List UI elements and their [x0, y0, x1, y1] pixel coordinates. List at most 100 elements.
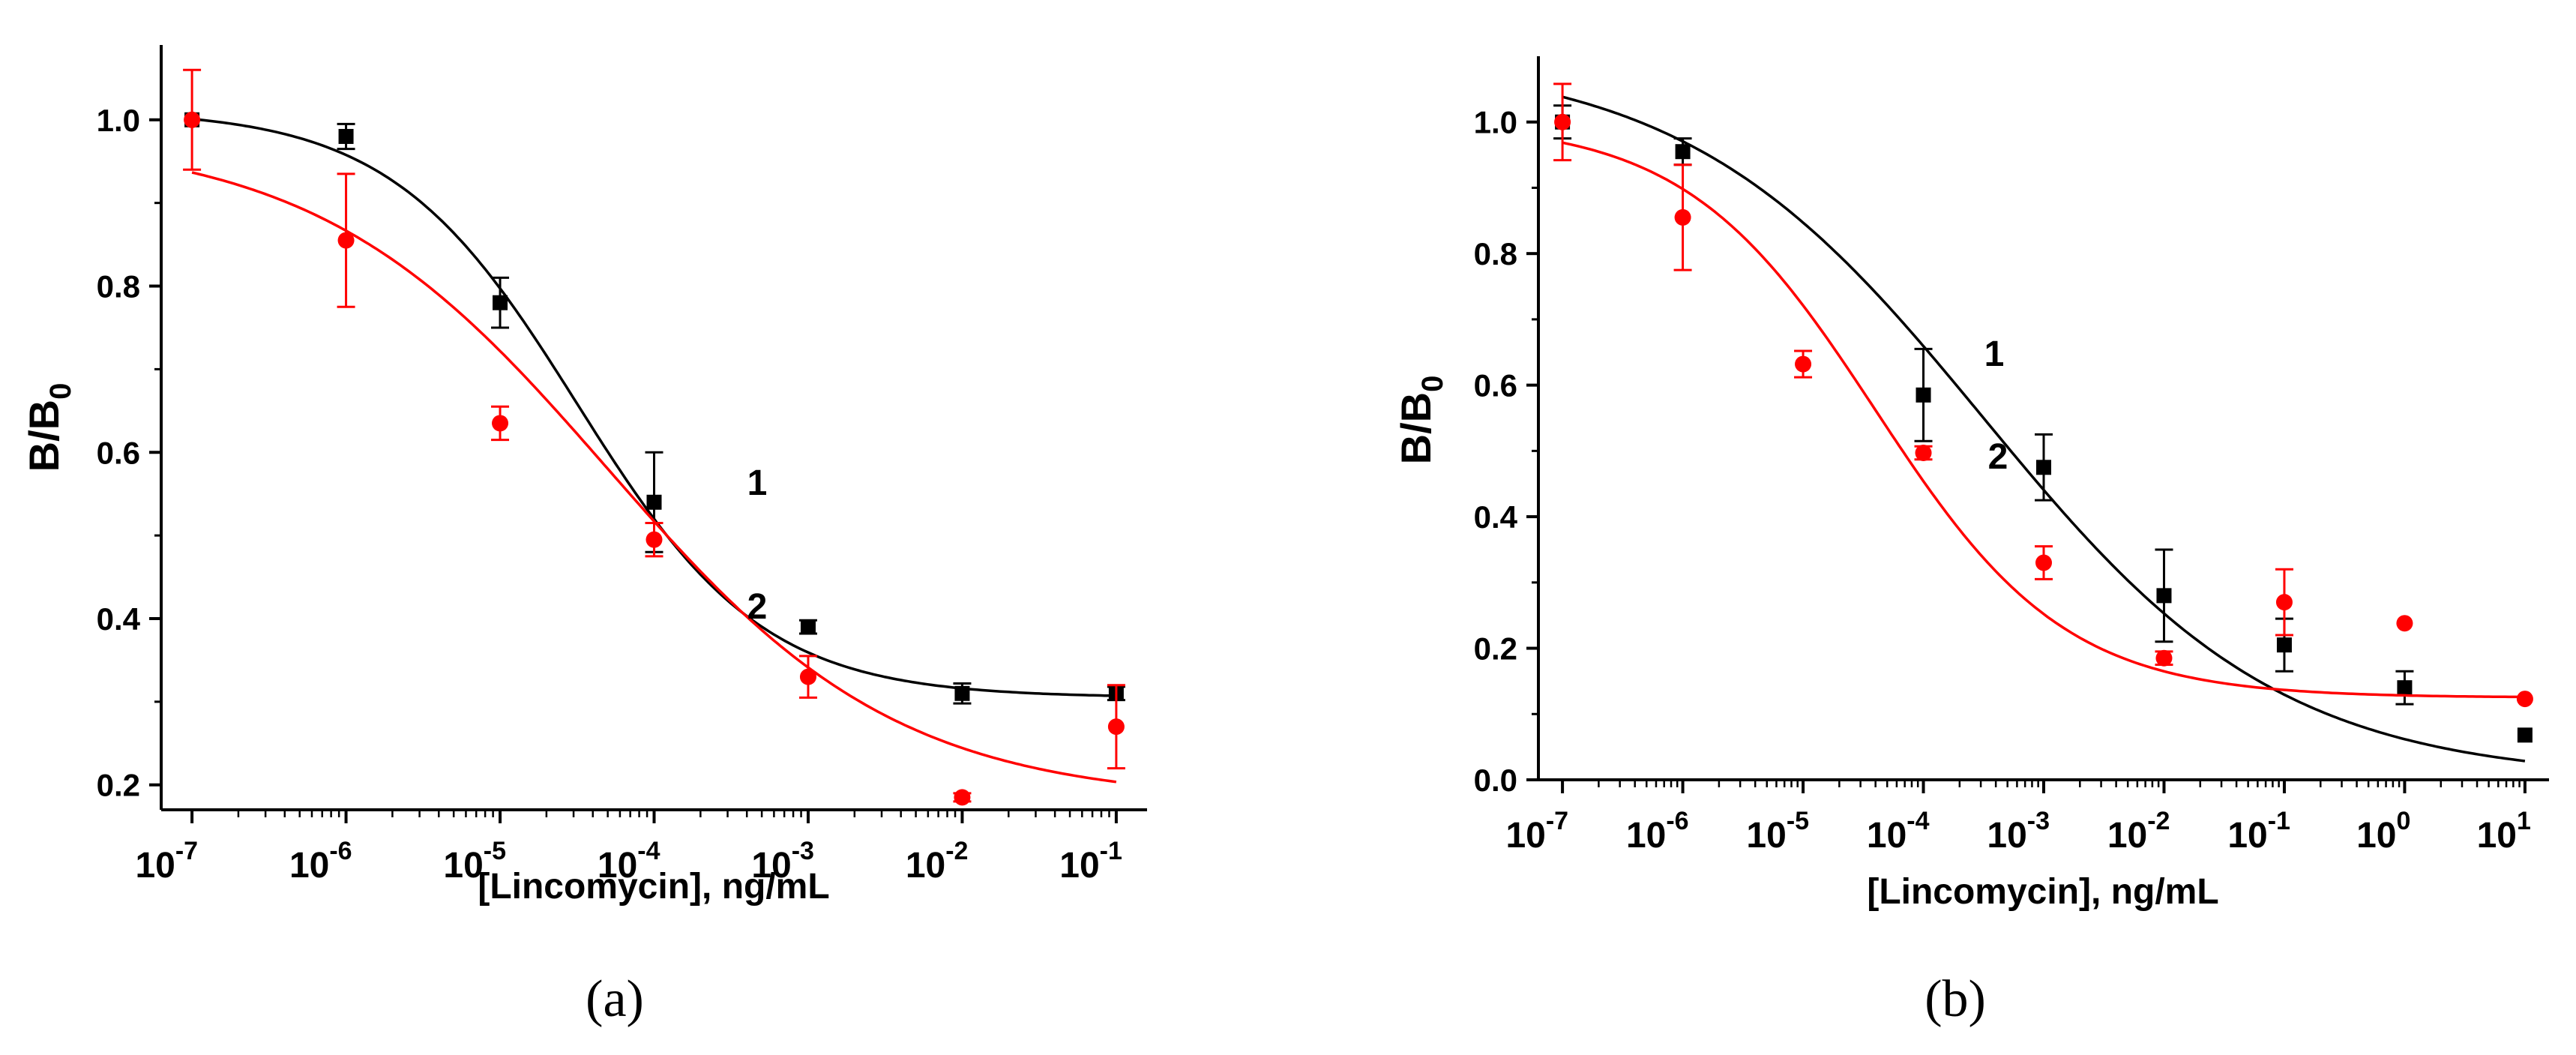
- x-tick-exponent: -5: [484, 837, 506, 865]
- x-tick-exponent: -2: [2147, 807, 2170, 835]
- data-point-square: [2397, 680, 2413, 696]
- data-point-circle: [1915, 444, 1932, 461]
- x-tick-exponent: -3: [792, 837, 814, 865]
- data-point-square: [1916, 387, 1931, 403]
- data-point-square: [954, 685, 970, 701]
- x-tick-label: 10-1: [1059, 837, 1122, 886]
- data-point-circle: [337, 232, 355, 249]
- y-tick-label: 1.0: [97, 103, 140, 138]
- y-tick-label: 0.2: [97, 768, 140, 803]
- x-tick-label: 10-4: [598, 837, 660, 886]
- x-tick-base: 10: [1505, 816, 1545, 856]
- panel-a: 0.20.40.60.81.010-7 10-6 10-5 10-4 10-3 10-2 1…: [20, 45, 1147, 907]
- series-1: [1553, 95, 2533, 763]
- data-point-circle: [645, 531, 663, 548]
- data-point-square: [2036, 460, 2051, 475]
- x-tick-base: 10: [2477, 816, 2517, 856]
- x-tick-label: 10-1: [2227, 807, 2290, 856]
- x-tick-base: 10: [1867, 816, 1907, 856]
- y-tick-label: 0.6: [97, 435, 140, 470]
- y-tick-label: 0.8: [1474, 236, 1517, 271]
- curve-label-2: 2: [1988, 437, 2008, 477]
- x-tick-exponent: 1: [2517, 807, 2531, 835]
- y-tick-label: 0.6: [1474, 368, 1517, 403]
- x-tick-label: 10-4: [1867, 807, 1930, 856]
- data-point-circle: [2035, 554, 2052, 571]
- x-tick-label: 101: [2477, 807, 2531, 856]
- y-tick-label: 0.4: [97, 601, 141, 637]
- data-point-circle: [2396, 615, 2413, 632]
- data-point-square: [1675, 144, 1691, 160]
- data-point-square: [646, 494, 662, 510]
- x-tick-base: 10: [906, 846, 945, 886]
- data-point-circle: [492, 415, 509, 432]
- data-point-circle: [1795, 355, 1812, 373]
- data-point-square: [2517, 727, 2533, 743]
- y-tick-label: 0.0: [1474, 763, 1517, 798]
- x-tick-exponent: -6: [1666, 807, 1688, 835]
- data-point-circle: [1107, 718, 1125, 736]
- y-tick-label: 1.0: [1474, 105, 1517, 140]
- data-point-square: [2276, 637, 2292, 653]
- x-tick-label: 10-3: [1987, 807, 2050, 856]
- data-point-square: [2156, 588, 2172, 604]
- x-tick-label: 10-7: [135, 837, 198, 886]
- data-point-circle: [2275, 594, 2293, 611]
- y-axis-title: B/B0: [20, 383, 77, 472]
- series-2: [1553, 82, 2533, 708]
- x-tick-label: 100: [2356, 807, 2410, 856]
- data-point-square: [800, 619, 816, 635]
- x-tick-base: 10: [2107, 816, 2147, 856]
- x-tick-exponent: -7: [175, 837, 198, 865]
- y-axis-title-subscript: 0: [44, 383, 77, 400]
- x-axis-title: [Lincomycin], ng/mL: [1867, 872, 2218, 912]
- x-tick-base: 10: [443, 846, 483, 886]
- x-tick-label: 10-6: [1626, 807, 1689, 856]
- x-tick-label: 10-5: [443, 837, 506, 886]
- x-tick-base: 10: [135, 846, 175, 886]
- x-tick-exponent: -2: [945, 837, 968, 865]
- x-tick-base: 10: [1626, 816, 1666, 856]
- x-tick-exponent: -4: [637, 837, 660, 865]
- x-tick-label: 10-6: [289, 837, 352, 886]
- x-tick-exponent: -4: [1907, 807, 1929, 835]
- x-tick-exponent: 0: [2397, 807, 2411, 835]
- data-point-circle: [799, 668, 816, 685]
- y-axis-title-main: B/B: [1392, 392, 1439, 464]
- x-axis-title: [Lincomycin], ng/mL: [478, 867, 829, 907]
- curve-label-1: 1: [1984, 334, 2005, 374]
- x-tick-exponent: -3: [2027, 807, 2050, 835]
- x-tick-base: 10: [2227, 816, 2267, 856]
- y-tick-label: 0.2: [1474, 631, 1517, 667]
- x-tick-base: 10: [1746, 816, 1786, 856]
- y-axis-title-main: B/B: [20, 400, 67, 472]
- data-point-circle: [184, 111, 201, 128]
- panel-b-label: (b): [1925, 970, 1986, 1028]
- data-point-circle: [1554, 113, 1571, 130]
- x-tick-exponent: -1: [1100, 837, 1122, 865]
- x-tick-base: 10: [751, 846, 791, 886]
- series-1: [184, 112, 1125, 705]
- x-tick-base: 10: [1059, 846, 1099, 886]
- data-point-square: [493, 295, 508, 310]
- x-tick-base: 10: [598, 846, 637, 886]
- x-tick-exponent: -1: [2268, 807, 2290, 835]
- x-tick-label: 10-2: [906, 837, 969, 886]
- x-tick-label: 10-2: [2107, 807, 2170, 856]
- data-point-circle: [954, 789, 971, 806]
- x-tick-base: 10: [1987, 816, 2026, 856]
- x-tick-exponent: -7: [1546, 807, 1568, 835]
- data-point-square: [338, 128, 354, 144]
- curve-label-1: 1: [747, 463, 768, 503]
- x-tick-base: 10: [289, 846, 329, 886]
- panel-a-label: (a): [586, 970, 644, 1028]
- curve-label-2: 2: [747, 587, 768, 627]
- x-tick-label: 10-3: [751, 837, 814, 886]
- fit-curve-2: [1562, 141, 2525, 699]
- data-point-circle: [2516, 691, 2533, 708]
- data-point-circle: [1674, 208, 1691, 226]
- x-tick-label: 10-5: [1746, 807, 1809, 856]
- data-point-circle: [2155, 649, 2173, 667]
- x-tick-base: 10: [2356, 816, 2396, 856]
